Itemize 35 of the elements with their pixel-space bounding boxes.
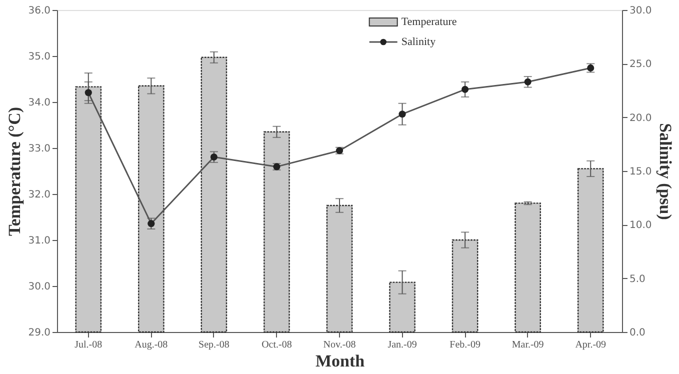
y2-tick-label: 5.0 [630, 274, 646, 285]
x-tick-label: Apr.-09 [575, 340, 606, 350]
point [398, 110, 406, 118]
point [524, 78, 532, 86]
x-tick-label: Nov.-08 [323, 340, 356, 350]
y-tick-label: 35.0 [28, 52, 50, 62]
y-tick-label: 30.0 [28, 282, 50, 292]
x-tick-label: Feb.-09 [450, 340, 480, 350]
x-tick-label: Jan.-09 [388, 340, 417, 350]
y-tick-label: 33.0 [28, 144, 50, 154]
y-tick-label: 32.0 [28, 190, 50, 200]
y-tick-label: 31.0 [28, 236, 50, 246]
y2-tick-label: 25.0 [630, 59, 652, 70]
x-tick-label: Aug.-08 [134, 340, 168, 350]
y2-tick-label: 15.0 [630, 166, 652, 178]
x-tick-label: Sep.-08 [198, 340, 230, 350]
y2-tick-label: 20.0 [630, 112, 652, 124]
point [84, 89, 92, 96]
legend-label: Salinity [401, 36, 436, 48]
x-tick-label: Jul.-08 [74, 340, 102, 350]
point [210, 154, 218, 161]
x-tick-label: Mar.-09 [512, 340, 544, 350]
x-tick-label: Oct.-08 [262, 340, 292, 350]
y-axis-title: Temperature (°C) [5, 106, 24, 236]
y2-axis-title: Salinity (psu) [656, 123, 675, 220]
point [148, 220, 155, 228]
x-axis-title: Month [315, 352, 366, 370]
y-tick-label: 34.0 [28, 98, 50, 108]
y-tick-label: 29.0 [28, 328, 50, 338]
y2-tick-label: 10.0 [630, 220, 652, 232]
legend-label: Temperature [401, 16, 457, 28]
y2-tick-label: 30.0 [630, 6, 652, 16]
point [462, 86, 469, 93]
y2-tick-label: 0.0 [630, 328, 646, 338]
y-tick-label: 36.0 [28, 6, 50, 16]
